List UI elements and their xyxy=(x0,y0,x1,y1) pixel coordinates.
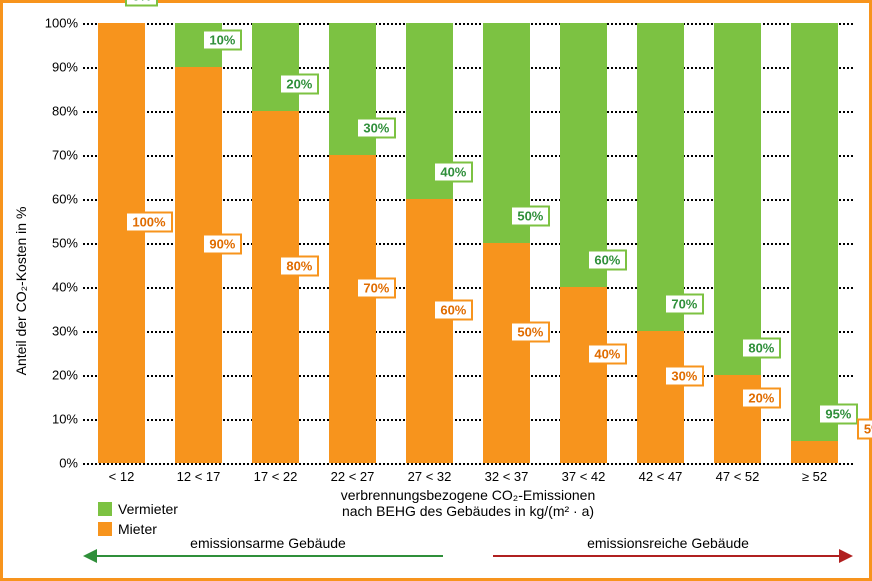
y-tick: 100% xyxy=(38,16,78,31)
data-label-mieter: 80% xyxy=(279,256,319,277)
data-label-mieter: 100% xyxy=(125,212,172,233)
data-label-vermieter: 30% xyxy=(356,118,396,139)
data-label-vermieter: 80% xyxy=(741,338,781,359)
bar-slot: 80%20%47 < 52 xyxy=(699,23,776,463)
x-axis-label: verbrennungsbezogene CO₂-Emissionen nach… xyxy=(83,487,853,519)
bar xyxy=(98,23,146,463)
segment-mieter xyxy=(791,441,839,463)
data-label-mieter: 5% xyxy=(857,418,872,439)
y-axis-label: Anteil der CO₂-Kosten in % xyxy=(13,206,29,375)
x-tick: 17 < 22 xyxy=(254,469,298,484)
bar xyxy=(406,23,454,463)
arrow-label-left: emissionsarme Gebäude xyxy=(93,535,443,551)
x-tick: 22 < 27 xyxy=(331,469,375,484)
y-tick: 10% xyxy=(38,412,78,427)
bar xyxy=(560,23,608,463)
bar xyxy=(329,23,377,463)
legend-item-vermieter: Vermieter xyxy=(98,501,178,517)
x-tick: ≥ 52 xyxy=(802,469,827,484)
y-tick: 0% xyxy=(38,456,78,471)
x-tick: < 12 xyxy=(109,469,135,484)
y-tick: 40% xyxy=(38,280,78,295)
bar-slot: 40%60%27 < 32 xyxy=(391,23,468,463)
x-tick: 12 < 17 xyxy=(177,469,221,484)
bars-container: 0%100%< 1210%90%12 < 1720%80%17 < 2230%7… xyxy=(83,23,853,463)
y-tick: 30% xyxy=(38,324,78,339)
data-label-vermieter: 70% xyxy=(664,294,704,315)
segment-mieter xyxy=(252,111,300,463)
data-label-mieter: 30% xyxy=(664,366,704,387)
bar xyxy=(637,23,685,463)
data-label-vermieter: 10% xyxy=(202,30,242,51)
segment-vermieter xyxy=(714,23,762,375)
arrow-emissionsreich: emissionsreiche Gebäude xyxy=(493,555,843,557)
segment-vermieter xyxy=(252,23,300,111)
bar-slot: 60%40%37 < 42 xyxy=(545,23,622,463)
segment-mieter xyxy=(175,67,223,463)
bar-slot: 50%50%32 < 37 xyxy=(468,23,545,463)
segment-mieter xyxy=(406,199,454,463)
chart-frame: Anteil der CO₂-Kosten in % 0%100%< 1210%… xyxy=(0,0,872,581)
bar-slot: 95%5%≥ 52 xyxy=(776,23,853,463)
x-axis-label-line2: nach BEHG des Gebäudes in kg/(m² · a) xyxy=(342,503,594,519)
data-label-mieter: 60% xyxy=(433,300,473,321)
x-tick: 47 < 52 xyxy=(716,469,760,484)
segment-vermieter xyxy=(791,23,839,441)
segment-mieter xyxy=(98,23,146,463)
x-tick: 37 < 42 xyxy=(562,469,606,484)
y-tick: 20% xyxy=(38,368,78,383)
data-label-mieter: 50% xyxy=(510,322,550,343)
data-label-vermieter: 0% xyxy=(125,0,158,7)
data-label-mieter: 70% xyxy=(356,278,396,299)
x-axis-label-line1: verbrennungsbezogene CO₂-Emissionen xyxy=(341,487,595,503)
legend-swatch-mieter xyxy=(98,522,112,536)
legend-label-vermieter: Vermieter xyxy=(118,501,178,517)
y-tick: 80% xyxy=(38,104,78,119)
data-label-vermieter: 60% xyxy=(587,250,627,271)
bar-slot: 10%90%12 < 17 xyxy=(160,23,237,463)
data-label-mieter: 90% xyxy=(202,234,242,255)
y-tick: 60% xyxy=(38,192,78,207)
bar xyxy=(791,23,839,463)
data-label-mieter: 40% xyxy=(587,344,627,365)
legend-swatch-vermieter xyxy=(98,502,112,516)
y-tick: 90% xyxy=(38,60,78,75)
grid-line xyxy=(83,463,853,465)
bar-slot: 70%30%42 < 47 xyxy=(622,23,699,463)
segment-mieter xyxy=(560,287,608,463)
arrow-label-right: emissionsreiche Gebäude xyxy=(493,535,843,551)
arrow-zone: emissionsarme Gebäude emissionsreiche Ge… xyxy=(83,543,853,573)
y-tick: 70% xyxy=(38,148,78,163)
data-label-mieter: 20% xyxy=(741,388,781,409)
segment-mieter xyxy=(329,155,377,463)
data-label-vermieter: 95% xyxy=(818,404,858,425)
bar-slot: 30%70%22 < 27 xyxy=(314,23,391,463)
bar-slot: 20%80%17 < 22 xyxy=(237,23,314,463)
segment-vermieter xyxy=(637,23,685,331)
arrow-emissionsarm: emissionsarme Gebäude xyxy=(93,555,443,557)
data-label-vermieter: 40% xyxy=(433,162,473,183)
x-tick: 42 < 47 xyxy=(639,469,683,484)
segment-mieter xyxy=(637,331,685,463)
segment-mieter xyxy=(483,243,531,463)
data-label-vermieter: 20% xyxy=(279,74,319,95)
bar-slot: 0%100%< 12 xyxy=(83,23,160,463)
plot-area: 0%100%< 1210%90%12 < 1720%80%17 < 2230%7… xyxy=(83,23,853,463)
x-tick: 32 < 37 xyxy=(485,469,529,484)
bar xyxy=(483,23,531,463)
segment-vermieter xyxy=(560,23,608,287)
x-tick: 27 < 32 xyxy=(408,469,452,484)
y-tick: 50% xyxy=(38,236,78,251)
data-label-vermieter: 50% xyxy=(510,206,550,227)
